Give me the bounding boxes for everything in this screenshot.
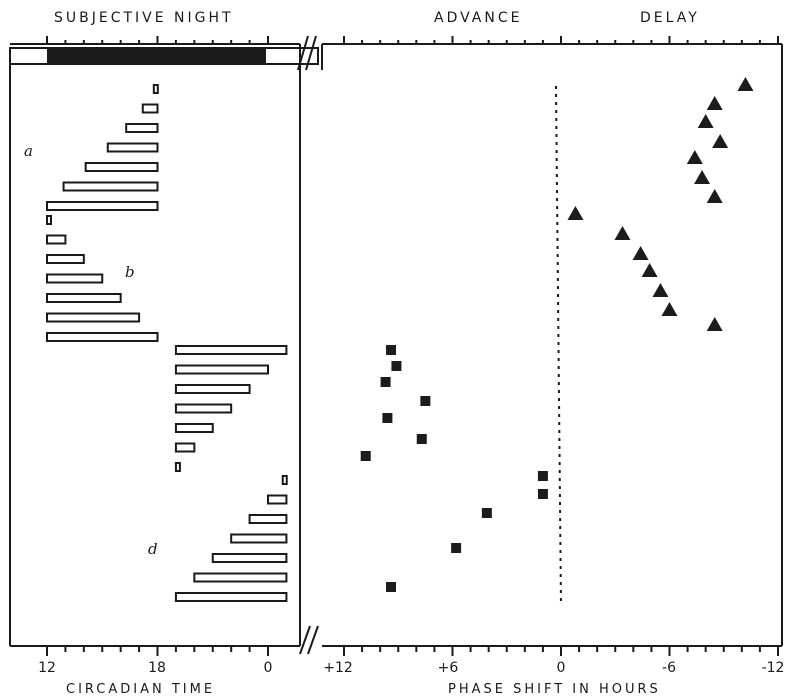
triangle-point — [661, 302, 678, 316]
square-point — [386, 582, 397, 592]
phase-tick-labels: +12 +6 0 -6 -12 — [323, 660, 784, 676]
pulse-bar-a — [141, 103, 159, 114]
pulse-bar-c — [174, 403, 233, 414]
triangle-point — [686, 150, 703, 164]
triangle-point — [712, 134, 729, 148]
pulse-bar-b — [46, 215, 52, 225]
triangle-point — [567, 206, 584, 220]
night-bar-fill — [47, 49, 266, 63]
pulse-bar-c — [174, 364, 270, 375]
pulse-bar-b — [46, 234, 67, 245]
pulse-bar-d — [281, 475, 288, 485]
square-point — [416, 434, 427, 444]
bottom-axis — [46, 646, 779, 656]
pulse-bar-b — [46, 293, 122, 303]
triangle-point — [652, 283, 669, 297]
pulse-bar-a — [46, 201, 159, 211]
square-point — [386, 345, 397, 355]
pulse-bar-c — [174, 345, 288, 355]
tick-label-plus12: +12 — [323, 660, 353, 676]
triangle-point — [641, 263, 658, 277]
tick-label-minus12: -12 — [762, 660, 785, 676]
square-point — [537, 489, 548, 499]
pulse-bar-c — [174, 462, 181, 472]
square-point — [420, 396, 431, 406]
tick-label-0: 0 — [264, 660, 273, 676]
triangle-point — [632, 246, 649, 260]
group-label-a: a — [24, 142, 33, 160]
pulse-bar-d — [211, 553, 288, 563]
pulse-bar-a — [125, 123, 159, 133]
triangle-point — [706, 317, 723, 331]
triangle-point — [706, 96, 723, 110]
group-label-d: d — [148, 540, 158, 558]
phase-shift-markers — [360, 77, 754, 592]
square-point — [451, 543, 462, 553]
pulse-bar-c — [174, 423, 214, 433]
tick-label-plus6: +6 — [438, 660, 459, 676]
triangle-point — [737, 77, 754, 91]
pulse-bar-a — [62, 181, 159, 192]
subjective-night-label: SUBJECTIVE NIGHT — [54, 10, 234, 26]
square-point — [380, 377, 391, 387]
pulse-bar-d — [193, 572, 288, 583]
tick-label-12: 12 — [38, 660, 56, 676]
top-axis — [10, 36, 782, 70]
square-point — [481, 508, 492, 518]
pulse-bar-d — [230, 533, 288, 544]
circadian-tick-labels: 12 18 0 — [38, 660, 272, 676]
pulse-bar-c — [174, 442, 196, 453]
plot-frame — [9, 44, 783, 647]
tick-label-zero: 0 — [557, 660, 566, 676]
tick-label-minus6: -6 — [662, 660, 676, 676]
triangle-point — [614, 226, 631, 240]
light-pulses — [46, 84, 288, 602]
square-point — [382, 413, 393, 423]
triangle-point — [706, 189, 723, 203]
pulse-bar-a — [84, 162, 159, 172]
pulse-bar-a — [106, 142, 159, 153]
pulse-bar-b — [46, 273, 104, 284]
square-point — [537, 471, 548, 481]
phase-shift-title: PHASE SHIFT IN HOURS — [448, 682, 661, 697]
triangle-point — [694, 170, 711, 184]
triangle-point — [697, 114, 714, 128]
pulse-bar-b — [46, 332, 159, 342]
advance-label: ADVANCE — [434, 10, 522, 26]
square-point — [360, 451, 371, 461]
square-point — [391, 361, 402, 371]
pulse-bar-c — [174, 384, 251, 394]
pulse-bar-a — [152, 84, 159, 94]
zero-shift-line — [555, 85, 562, 607]
delay-label: DELAY — [640, 10, 700, 26]
tick-label-18: 18 — [148, 660, 166, 676]
pulse-bar-d — [248, 514, 288, 524]
pulse-bar-b — [46, 254, 85, 264]
pulse-bar-d — [174, 592, 288, 602]
group-label-b: b — [125, 263, 135, 281]
pulse-bar-b — [46, 312, 141, 323]
pulse-bar-d — [267, 494, 288, 505]
circadian-time-title: CIRCADIAN TIME — [66, 682, 215, 697]
axis-break-bottom — [299, 625, 319, 655]
